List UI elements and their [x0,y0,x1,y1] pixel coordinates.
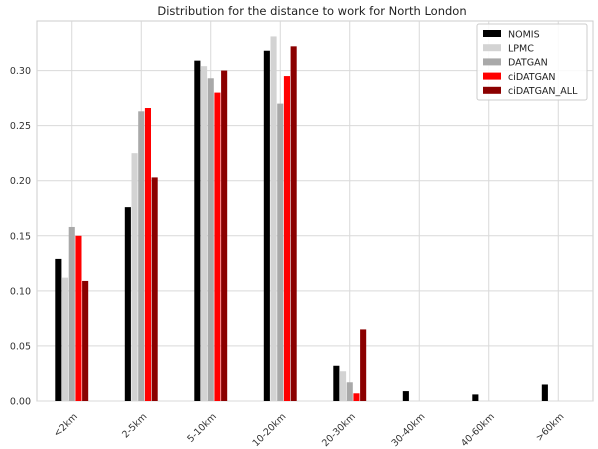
bar-lpmc-3 [270,36,277,401]
bar-nomis-5 [402,391,409,401]
legend-swatch [483,72,501,80]
bar-cidatgan-all-2 [221,70,228,401]
bar-cidatgan-all-3 [290,46,297,401]
bar-cidatgan-all-0 [82,280,89,401]
bar-lpmc-4 [340,371,347,401]
bar-cidatgan-0 [75,235,82,401]
legend-swatch [483,86,501,94]
bar-lpmc-0 [62,277,69,401]
bar-datgan-4 [346,382,353,401]
bar-nomis-3 [263,50,270,401]
y-tick-label: 0.20 [10,176,31,187]
y-tick-label: 0.25 [10,121,31,132]
y-tick-label: 0.30 [10,66,31,77]
legend-label: LPMC [508,44,534,55]
legend-label: DATGAN [508,58,548,69]
legend-swatch [483,30,501,37]
bar-cidatgan-all-4 [360,329,367,401]
legend: NOMIS LPMC DATGAN ciDATGAN ciDATGAN_ALL [476,23,588,101]
bar-nomis-1 [124,207,131,401]
bar-datgan-1 [138,111,145,401]
bar-nomis-0 [55,258,62,401]
bar-datgan-3 [277,103,284,401]
y-tick-label: 0.10 [10,286,31,297]
bar-cidatgan-2 [214,92,221,401]
bar-lpmc-2 [201,66,208,401]
chart-title: Distribution for the distance to work fo… [157,4,466,18]
bar-cidatgan-1 [144,108,151,401]
bars [55,36,548,402]
legend-swatch [483,44,501,52]
legend-swatch [483,58,501,66]
bar-nomis-2 [194,60,201,402]
legend-label: ciDATGAN_ALL [508,86,578,97]
y-tick-label: 0.05 [10,341,31,352]
bar-lpmc-1 [131,153,138,401]
bar-cidatgan-all-1 [151,177,158,401]
bar-datgan-2 [207,78,214,401]
y-axis-ticks: 0.00 0.05 0.10 0.15 0.20 0.25 0.30 [10,66,31,407]
legend-box [476,23,588,101]
legend-label: ciDATGAN [508,72,556,83]
bar-cidatgan-3 [283,76,290,402]
y-tick-label: 0.15 [10,231,31,242]
y-tick-label: 0.00 [10,397,31,408]
bar-nomis-6 [472,394,479,401]
bar-nomis-7 [541,384,548,401]
bar-cidatgan-4 [353,393,360,401]
bar-nomis-4 [333,365,340,401]
bar-datgan-0 [68,226,75,401]
legend-label: NOMIS [508,29,540,40]
